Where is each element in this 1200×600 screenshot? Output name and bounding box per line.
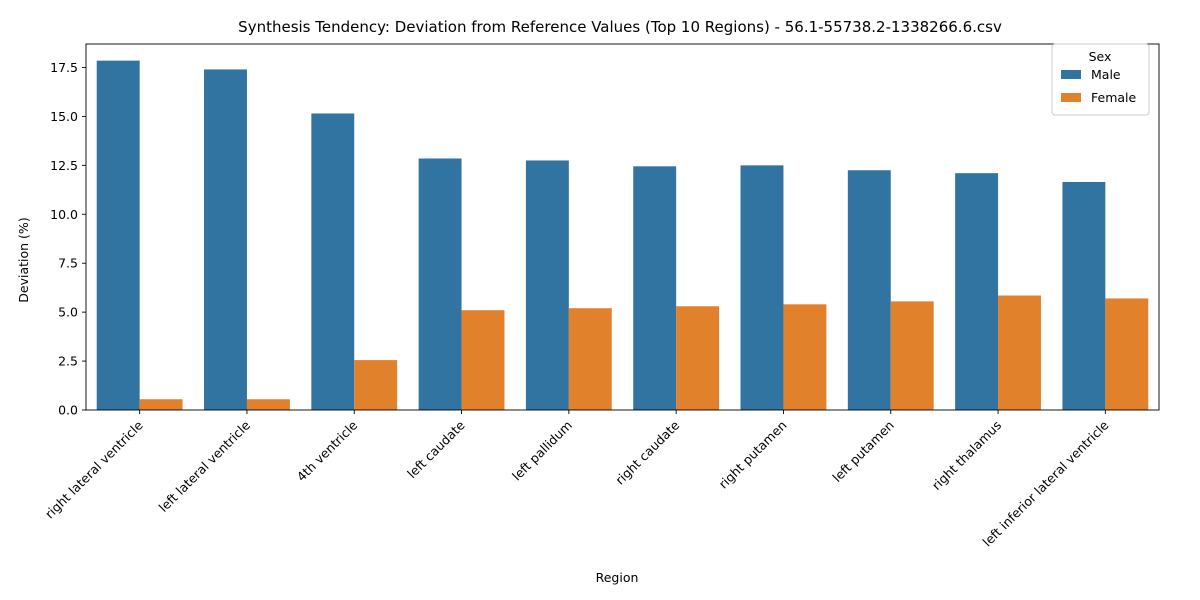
y-tick-label: 2.5 <box>58 354 78 369</box>
x-tick-label: left lateral ventricle <box>156 417 254 515</box>
x-tick-label: left caudate <box>404 417 468 481</box>
bar-male-10 <box>1062 181 1106 410</box>
x-tick-label: left putamen <box>829 418 896 485</box>
x-tick-label: right lateral ventricle <box>42 417 146 521</box>
bar-female-7 <box>783 304 827 410</box>
bar-female-2 <box>246 399 290 410</box>
y-axis-label: Deviation (%) <box>16 217 31 302</box>
legend-swatch-female <box>1061 93 1081 102</box>
bar-male-7 <box>740 165 784 410</box>
x-tick-label: right caudate <box>612 417 682 487</box>
x-axis-label: Region <box>596 570 639 585</box>
bar-male-9 <box>955 173 999 410</box>
bar-female-8 <box>890 301 934 410</box>
x-tick-label: 4th ventricle <box>294 417 361 484</box>
bar-female-9 <box>998 295 1041 410</box>
axes-frame <box>85 43 1160 411</box>
bar-male-1 <box>96 60 140 411</box>
legend-swatch-male <box>1061 70 1081 79</box>
bar-female-10 <box>1105 298 1149 410</box>
bar-male-8 <box>847 170 891 410</box>
y-tick-label: 17.5 <box>50 60 78 75</box>
x-tick-label: right putamen <box>716 418 790 492</box>
legend: Sex Male Female <box>1051 43 1150 116</box>
x-tick-label: right thalamus <box>929 418 1004 493</box>
bar-male-4 <box>418 158 462 410</box>
y-tick-label: 5.0 <box>58 305 78 320</box>
y-tick-label: 15.0 <box>50 109 78 124</box>
bar-male-6 <box>633 166 677 410</box>
bar-male-2 <box>204 69 247 410</box>
bar-male-3 <box>311 113 355 410</box>
bar-female-3 <box>354 360 398 410</box>
bar-male-5 <box>525 160 569 410</box>
legend-title: Sex <box>1089 49 1112 64</box>
chart-title: Synthesis Tendency: Deviation from Refer… <box>238 18 1002 36</box>
x-tick-label: left pallidum <box>509 418 575 484</box>
y-tick-label: 12.5 <box>50 158 78 173</box>
legend-label-male: Male <box>1091 67 1121 82</box>
bar-female-6 <box>676 306 720 410</box>
x-tick-label: left inferior lateral ventricle <box>980 417 1112 549</box>
bar-female-4 <box>461 310 505 410</box>
bar-female-1 <box>139 399 183 410</box>
plot-area: 0.0 2.5 5.0 7.5 10.0 12.5 15.0 17.5 right latera… <box>42 43 1160 549</box>
bar-female-5 <box>568 308 612 410</box>
y-tick-label: 10.0 <box>50 207 78 222</box>
y-tick-label: 0.0 <box>58 403 78 418</box>
y-tick-label: 7.5 <box>58 256 78 271</box>
legend-label-female: Female <box>1091 90 1137 105</box>
